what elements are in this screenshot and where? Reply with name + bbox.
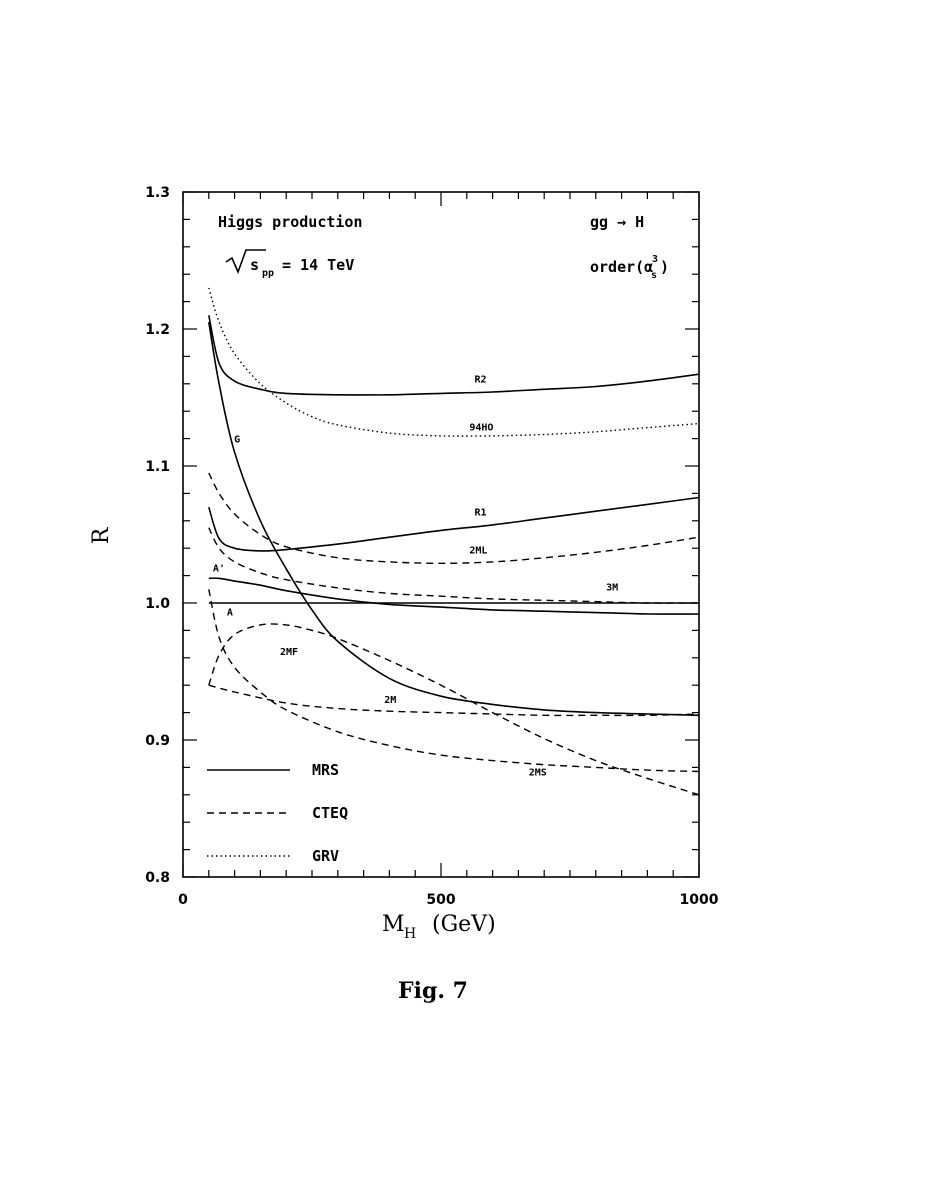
series-line-3m (208, 527, 700, 604)
curve-label-g: G (234, 435, 240, 446)
legend-mrs-label: MRS (312, 761, 339, 779)
order-text: order(α (590, 258, 653, 276)
energy-value: = 14 TeV (282, 256, 354, 274)
curve-label-3m: 3M (606, 583, 618, 594)
tick-labels: 0 500 1000 0.8 0.9 1.0 1.1 1.2 1.3 (145, 185, 719, 908)
y-tick-label: 0.9 (145, 733, 170, 749)
figure-caption: Fig. 7 (398, 978, 468, 1004)
order-subscript: s (651, 270, 657, 281)
curve-label-r1: R1 (475, 507, 487, 518)
curve-label-2ms: 2MS (529, 768, 547, 779)
order-close: ) (660, 258, 669, 276)
curve-label-a: A' (213, 563, 225, 574)
order-superscript: 3 (652, 254, 658, 265)
x-axis-label: M H (GeV) (382, 912, 496, 942)
plot-border (182, 191, 700, 878)
curve-label-r2: R2 (475, 374, 487, 385)
axis-ticks (182, 191, 700, 878)
legend: MRS CTEQ GRV (207, 761, 348, 865)
curve-label-94ho: 94HO (469, 422, 493, 433)
legend-cteq-label: CTEQ (312, 804, 348, 822)
plot-frame (182, 191, 700, 878)
series-line-a (208, 577, 700, 615)
series-line-2ms (208, 589, 700, 773)
series-line-2mf (208, 623, 700, 796)
sqrt-sign-icon (225, 249, 266, 275)
y-tick-label: 1.1 (145, 459, 170, 475)
curve-label-2ml: 2ML (469, 546, 487, 557)
curve-label-2mf: 2MF (280, 647, 298, 658)
y-tick-label: 1.3 (145, 185, 170, 201)
series-line-g (208, 321, 700, 717)
curve-label-2m: 2M (384, 695, 396, 706)
series-line-r1 (208, 496, 700, 552)
x-tick-label: 0 (178, 892, 188, 908)
energy-subscript: pp (262, 268, 274, 279)
series-line-2m (208, 684, 700, 717)
x-axis-label-unit: (GeV) (432, 912, 496, 937)
channel-annotation: gg → H (590, 213, 644, 231)
x-tick-label: 500 (426, 892, 455, 908)
x-axis-label-main: M (382, 912, 405, 937)
series-layer (208, 287, 700, 796)
y-axis-label: R (89, 526, 114, 544)
order-annotation: order(α s 3 ) (590, 254, 669, 281)
process-annotation: Higgs production (218, 213, 363, 231)
y-tick-label: 1.2 (145, 322, 170, 338)
curve-label-a: A (227, 607, 233, 618)
series-line-94ho (208, 287, 700, 437)
series-line-2ml (208, 472, 700, 565)
energy-root-symbol: s (250, 256, 259, 274)
legend-grv-label: GRV (312, 847, 339, 865)
y-tick-label: 1.0 (145, 596, 170, 612)
curve-labels: R2 G R1 A' A 94HO 2ML 3M 2MF 2M 2MS (213, 374, 618, 778)
energy-annotation: s pp = 14 TeV (225, 249, 354, 279)
y-tick-label: 0.8 (145, 870, 170, 886)
x-axis-label-subscript: H (404, 926, 416, 942)
series-line-r2 (208, 315, 700, 396)
x-tick-label: 1000 (680, 892, 719, 908)
